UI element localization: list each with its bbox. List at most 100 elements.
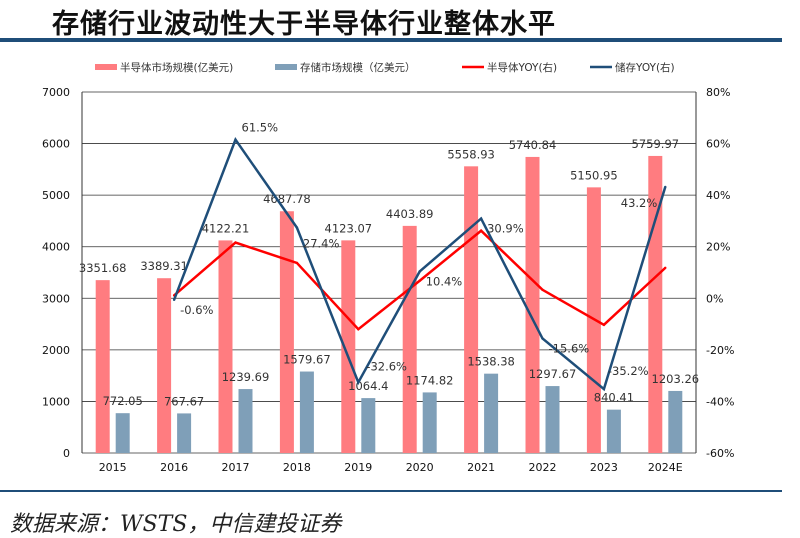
bar-label-memory: 1203.26	[652, 372, 700, 386]
legend-label: 半导体市场规模(亿美元)	[120, 61, 233, 74]
x-tick-label: 2020	[406, 461, 434, 474]
legend-label: 存储市场规模（亿美元）	[300, 61, 416, 74]
x-tick-label: 2018	[283, 461, 311, 474]
bar-memory	[177, 413, 192, 453]
x-tick-label: 2015	[99, 461, 127, 474]
x-tick-label: 2024E	[648, 461, 683, 474]
y-right-tick-label: 40%	[706, 189, 730, 202]
x-tick-label: 2022	[529, 461, 557, 474]
bar-label-semiconductor: 5740.84	[509, 138, 557, 152]
bar-label-semiconductor: 5558.93	[447, 147, 495, 161]
bar-label-semiconductor: 4687.78	[263, 192, 311, 206]
point-memory-yoy	[357, 381, 360, 384]
y-right-tick-label: 20%	[706, 241, 730, 254]
bar-semiconductor	[95, 280, 110, 453]
bar-memory	[299, 371, 314, 453]
point-semiconductor-yoy	[541, 288, 544, 291]
y-right-tick-label: -40%	[706, 395, 734, 408]
bar-label-memory: 1579.67	[283, 353, 331, 367]
legend-label: 储存YOY(右)	[615, 61, 675, 74]
line-label-memory-yoy: 61.5%	[242, 121, 279, 135]
legend-label: 半导体YOY(右)	[487, 61, 557, 74]
bar-memory	[361, 398, 376, 453]
bar-label-memory: 1538.38	[467, 355, 515, 369]
bar-label-semiconductor: 4122.21	[202, 221, 250, 235]
x-tick-label: 2017	[222, 461, 250, 474]
point-semiconductor-yoy	[234, 241, 237, 244]
point-semiconductor-yoy	[602, 323, 606, 327]
legend-swatch	[95, 64, 117, 70]
y-left-tick-label: 1000	[42, 395, 70, 408]
bar-label-memory: 1297.67	[529, 367, 577, 381]
y-left-tick-label: 2000	[42, 344, 70, 357]
line-label-memory-yoy: -0.6%	[180, 303, 213, 317]
bar-semiconductor	[402, 225, 417, 453]
point-semiconductor-yoy	[357, 328, 360, 331]
line-label-memory-yoy: 27.4%	[303, 237, 340, 251]
point-memory-yoy	[479, 217, 483, 220]
bar-memory	[238, 389, 253, 453]
line-label-memory-yoy: 43.2%	[621, 196, 658, 210]
bar-memory	[115, 413, 130, 453]
legend-swatch	[275, 64, 297, 70]
point-memory-yoy	[295, 226, 299, 229]
bar-semiconductor	[525, 156, 540, 453]
x-tick-label: 2021	[467, 461, 495, 474]
bar-memory	[606, 409, 621, 453]
y-left-tick-label: 3000	[42, 292, 70, 305]
source-note: 数据来源：WSTS，中信建投证券	[10, 512, 342, 537]
point-memory-yoy	[541, 337, 544, 340]
bar-memory	[545, 386, 560, 453]
point-semiconductor-yoy	[418, 279, 421, 282]
point-memory-yoy	[664, 185, 667, 189]
point-semiconductor-yoy	[295, 261, 299, 265]
bar-semiconductor	[341, 240, 356, 453]
y-left-tick-label: 7000	[42, 86, 70, 99]
point-semiconductor-yoy	[479, 229, 483, 232]
bar-label-semiconductor: 4123.07	[325, 221, 373, 235]
x-tick-label: 2019	[344, 461, 372, 474]
bar-label-semiconductor: 3389.31	[140, 259, 188, 273]
bar-semiconductor	[157, 278, 172, 453]
x-tick-label: 2016	[160, 461, 188, 474]
bar-label-memory: 767.67	[164, 394, 204, 408]
point-memory-yoy	[172, 298, 176, 302]
line-label-memory-yoy: 10.4%	[426, 274, 463, 288]
point-memory-yoy	[418, 270, 421, 273]
line-label-memory-yoy: -15.6%	[549, 342, 590, 356]
line-label-memory-yoy: 30.9%	[487, 222, 524, 236]
point-memory-yoy	[602, 387, 606, 391]
y-right-tick-label: -20%	[706, 344, 734, 357]
y-left-tick-label: 6000	[42, 138, 70, 151]
bar-semiconductor	[218, 240, 233, 453]
bar-label-semiconductor: 5759.97	[632, 137, 680, 151]
title-divider	[0, 38, 782, 42]
y-right-tick-label: 0%	[706, 292, 723, 305]
bar-label-semiconductor: 4403.89	[386, 207, 434, 221]
chart-title: 存储行业波动性大于半导体行业整体水平	[52, 9, 556, 40]
bar-semiconductor	[464, 166, 479, 453]
bar-label-memory: 1174.82	[406, 373, 454, 387]
y-left-tick-label: 4000	[42, 241, 70, 254]
line-label-memory-yoy: -35.2%	[608, 364, 649, 378]
y-right-tick-label: -60%	[706, 447, 734, 460]
point-memory-yoy	[234, 138, 237, 141]
y-left-tick-label: 5000	[42, 189, 70, 202]
bar-label-memory: 772.05	[103, 394, 143, 408]
bar-semiconductor	[279, 211, 294, 453]
line-label-memory-yoy: -32.6%	[366, 359, 407, 373]
bar-memory	[484, 373, 499, 453]
bar-label-memory: 840.41	[594, 391, 634, 405]
x-tick-label: 2023	[590, 461, 618, 474]
bar-label-semiconductor: 3351.68	[79, 261, 127, 275]
y-right-tick-label: 60%	[706, 138, 730, 151]
bar-label-memory: 1239.69	[222, 370, 270, 384]
footer-divider	[0, 490, 782, 492]
bar-memory	[422, 392, 437, 453]
y-right-tick-label: 80%	[706, 86, 730, 99]
y-left-tick-label: 0	[63, 447, 70, 460]
bar-memory	[668, 390, 683, 453]
bar-label-semiconductor: 5150.95	[570, 168, 618, 182]
point-semiconductor-yoy	[664, 266, 667, 270]
